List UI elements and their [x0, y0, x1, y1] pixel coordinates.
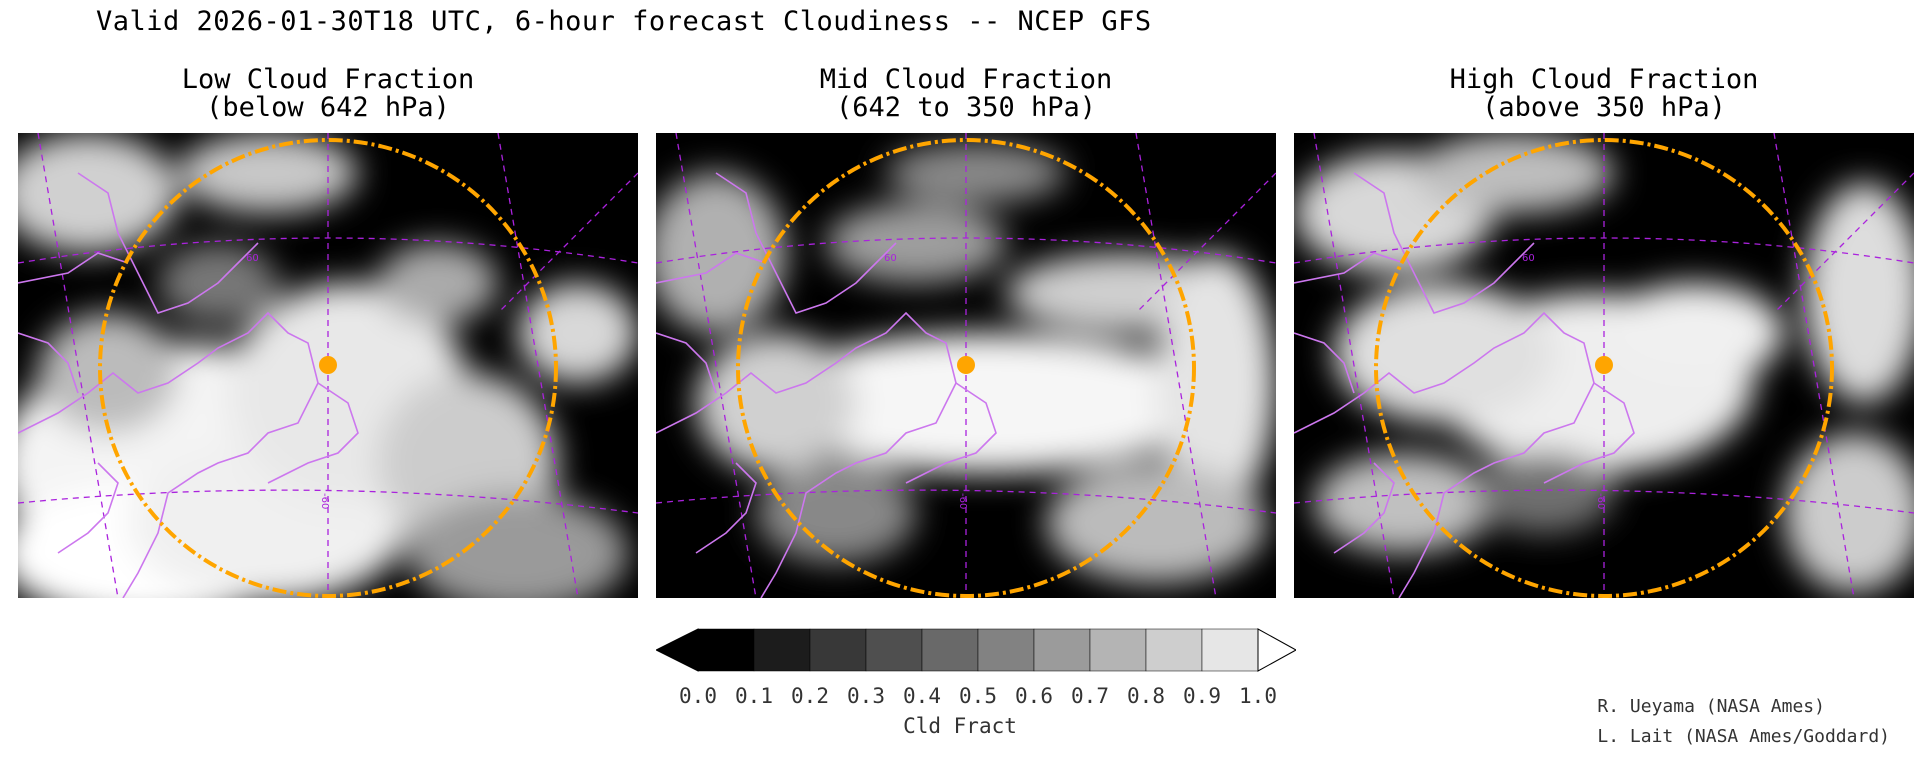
colorbar-bin: [809, 628, 867, 672]
cloud-region: [1784, 433, 1914, 593]
colorbar-bin: [865, 628, 923, 672]
lon-label: -60: [1595, 493, 1606, 509]
panel-title-line2: (above 350 hPa): [1482, 92, 1726, 123]
colorbar-arrow-min: [656, 628, 699, 672]
lat-label: 60: [1522, 253, 1535, 264]
colorbar-bin: [1033, 628, 1091, 672]
panel-title-line1: High Cloud Fraction: [1449, 64, 1759, 95]
map-panel-low: 60 -60: [18, 133, 638, 598]
coastline: [18, 252, 129, 284]
colorbar-bin: [1145, 628, 1203, 672]
coastline: [1543, 382, 1635, 484]
coastline: [1353, 172, 1535, 314]
colorbar-ticks: 0.0 0.1 0.2 0.3 0.4 0.5 0.6 0.7 0.8 0.9 1.0: [679, 684, 1277, 714]
colorbar-arrow-max: [1257, 628, 1296, 672]
cloud-region: [1046, 463, 1266, 583]
coastline: [1294, 311, 1595, 598]
coastline: [18, 311, 319, 598]
colorbar-tick-label: 1.0: [1239, 684, 1277, 708]
coastline: [1294, 252, 1405, 284]
coastline: [656, 332, 717, 394]
coastline: [1333, 462, 1395, 554]
coastline: [77, 172, 259, 314]
cloud-region: [1156, 253, 1276, 513]
cloud-region: [18, 133, 178, 253]
coastline: [695, 462, 757, 554]
colorbar-bin: [977, 628, 1035, 672]
colorbar-tick-label: 0.4: [903, 684, 941, 708]
colorbar: [656, 628, 1296, 672]
colorbar-tick-label: 0.1: [735, 684, 773, 708]
panel-title-line1: Mid Cloud Fraction: [819, 64, 1113, 95]
cloud-region: [886, 143, 1066, 203]
cloud-region: [756, 463, 916, 563]
cloud-map-low: 60 -60: [18, 133, 638, 598]
cloud-region: [1314, 453, 1494, 553]
lon-label: -60: [957, 493, 968, 509]
location-marker: [319, 356, 337, 374]
colorbar-tick-label: 0.7: [1071, 684, 1109, 708]
panel-title-high: High Cloud Fraction (above 350 hPa): [1294, 66, 1914, 122]
range-ring: [1374, 138, 1834, 598]
colorbar-bin: [753, 628, 811, 672]
cloud-map-mid: 60 -60: [656, 133, 1276, 598]
colorbar-tick-label: 0.6: [1015, 684, 1053, 708]
graticule-line: [1135, 133, 1217, 598]
coastline: [905, 382, 997, 484]
coastline: [18, 332, 79, 394]
colorbar-bin: [921, 628, 979, 672]
cloud-region: [696, 333, 856, 473]
range-ring: [736, 138, 1196, 598]
colorbar-bin: [697, 628, 755, 672]
colorbar-tick-label: 0.0: [679, 684, 717, 708]
colorbar-bin: [1201, 628, 1259, 672]
credit-line-2: L. Lait (NASA Ames/Goddard): [1597, 726, 1890, 747]
map-panel-mid: 60 -60: [656, 133, 1276, 598]
graticule-line: [675, 133, 757, 598]
main-title: Valid 2026-01-30T18 UTC, 6-hour forecast…: [96, 6, 1152, 37]
graticule-line: [1773, 133, 1855, 598]
cloud-region: [656, 173, 786, 333]
coastline: [1294, 332, 1355, 394]
cloud-region: [1474, 453, 1614, 533]
lat-label: 60: [246, 253, 259, 264]
cloud-region: [1414, 133, 1614, 213]
cloud-region: [38, 313, 178, 433]
coastline: [656, 311, 957, 598]
graticule-line: [1313, 133, 1395, 598]
cloud-region: [178, 133, 358, 213]
location-marker: [1595, 356, 1613, 374]
colorbar-tick-label: 0.9: [1183, 684, 1221, 708]
credits: R. Ueyama (NASA Ames) L. Lait (NASA Ames…: [1597, 692, 1890, 752]
panel-title-low: Low Cloud Fraction (below 642 hPa): [18, 66, 638, 122]
lat-label: 60: [884, 253, 897, 264]
coastline: [656, 252, 767, 284]
cloud-region: [1604, 283, 1784, 383]
range-ring: [98, 138, 558, 598]
colorbar-bin: [1089, 628, 1147, 672]
cloud-region: [518, 283, 638, 383]
cloud-region: [1334, 283, 1554, 423]
coastline: [715, 172, 897, 314]
graticule-line: [37, 133, 119, 598]
panel-title-line1: Low Cloud Fraction: [181, 64, 475, 95]
colorbar-tick-label: 0.5: [959, 684, 997, 708]
colorbar-label: Cld Fract: [903, 714, 1017, 738]
panel-title-line2: (642 to 350 hPa): [835, 92, 1097, 123]
map-panel-high: 60 -60: [1294, 133, 1914, 598]
graticule-line: [497, 133, 579, 598]
cloud-region: [378, 243, 498, 323]
panel-title-mid: Mid Cloud Fraction (642 to 350 hPa): [656, 66, 1276, 122]
cloud-map-high: 60 -60: [1294, 133, 1914, 598]
location-marker: [957, 356, 975, 374]
colorbar-tick-label: 0.2: [791, 684, 829, 708]
panel-title-line2: (below 642 hPa): [206, 92, 450, 123]
colorbar-tick-label: 0.8: [1127, 684, 1165, 708]
colorbar-tick-label: 0.3: [847, 684, 885, 708]
cloud-region: [826, 203, 1006, 283]
coastline: [267, 382, 359, 484]
coastline: [57, 462, 119, 554]
lon-label: -60: [319, 493, 330, 509]
credit-line-1: R. Ueyama (NASA Ames): [1597, 696, 1825, 717]
